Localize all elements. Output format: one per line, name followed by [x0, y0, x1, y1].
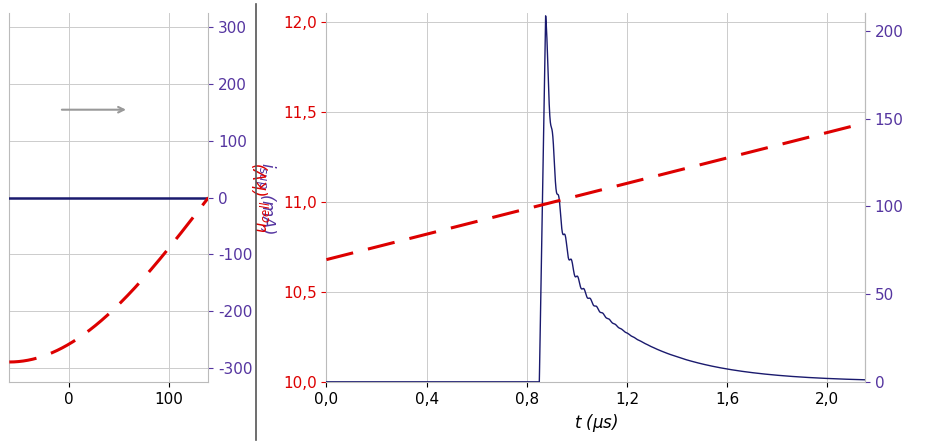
Y-axis label: $u_{cell}$ (kV): $u_{cell}$ (kV): [251, 162, 272, 233]
X-axis label: $t$ (µs): $t$ (µs): [574, 412, 618, 434]
Y-axis label: $i_{sup}$ (mA): $i_{sup}$ (mA): [254, 162, 278, 234]
